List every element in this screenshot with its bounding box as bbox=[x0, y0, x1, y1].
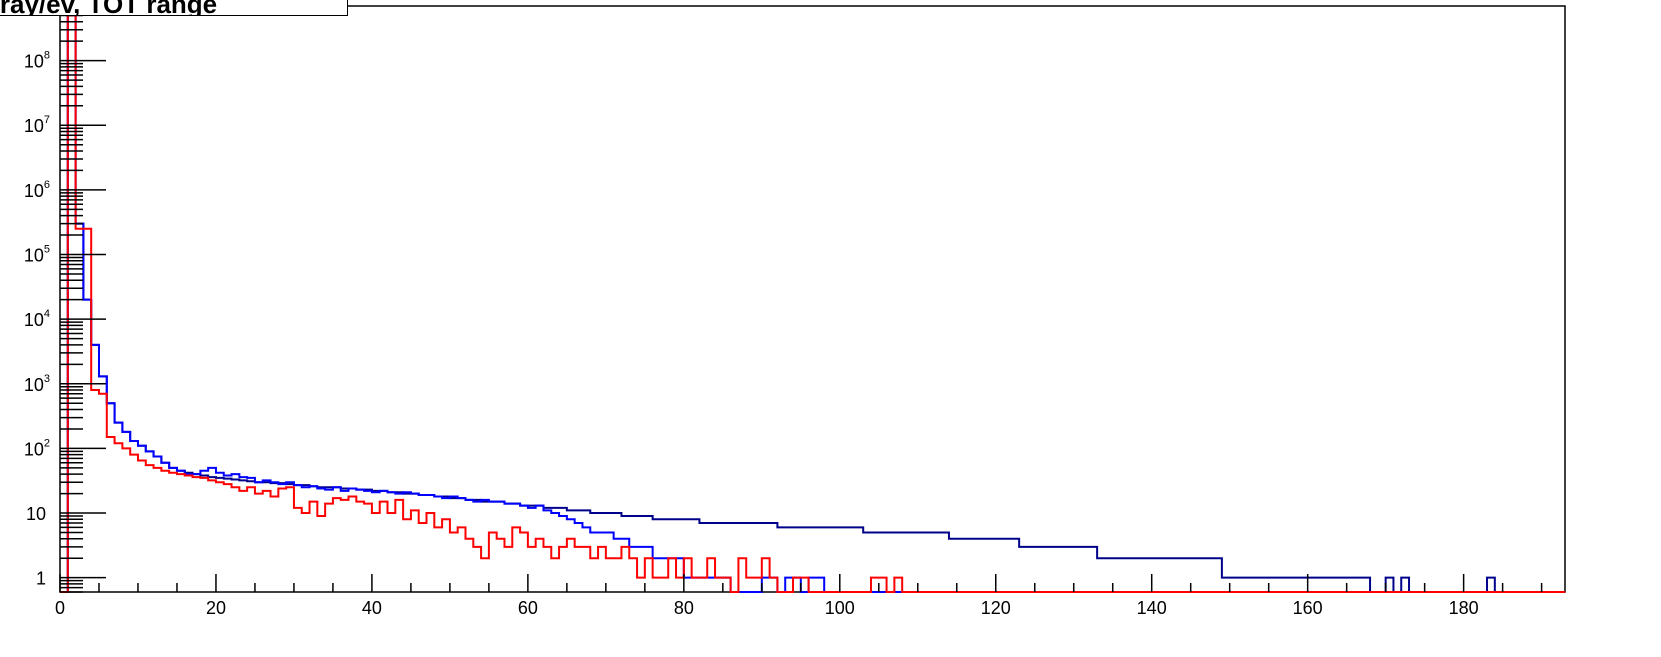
x-tick-label: 40 bbox=[362, 598, 382, 618]
plot-frame bbox=[59, 5, 1566, 593]
y-tick-label: 106 bbox=[24, 179, 50, 201]
y-tick-label: 105 bbox=[24, 244, 50, 266]
x-tick-label: 100 bbox=[825, 598, 855, 618]
x-tick-label: 60 bbox=[518, 598, 538, 618]
y-tick-label: 108 bbox=[24, 50, 50, 72]
histogram-series-2 bbox=[60, 14, 1558, 593]
y-tick-label: 103 bbox=[24, 373, 50, 395]
x-tick-label: 80 bbox=[674, 598, 694, 618]
x-tick-label: 180 bbox=[1449, 598, 1479, 618]
x-tick-label: 20 bbox=[206, 598, 226, 618]
x-tick-label: 160 bbox=[1293, 598, 1323, 618]
x-tick-label: 120 bbox=[981, 598, 1011, 618]
x-tick-label: 0 bbox=[55, 598, 65, 618]
histogram-series-1 bbox=[60, 14, 1565, 593]
y-tick-label: 104 bbox=[24, 308, 50, 330]
series-layer bbox=[60, 14, 1565, 593]
x-tick-label: 140 bbox=[1137, 598, 1167, 618]
y-tick-label: 10 bbox=[26, 504, 46, 524]
y-tick-label: 1 bbox=[36, 569, 46, 589]
y-tick-label: 107 bbox=[24, 114, 50, 136]
y-tick-label: 102 bbox=[24, 437, 50, 459]
chart-title: nts/tray/ev, TOT range bbox=[0, 0, 348, 16]
